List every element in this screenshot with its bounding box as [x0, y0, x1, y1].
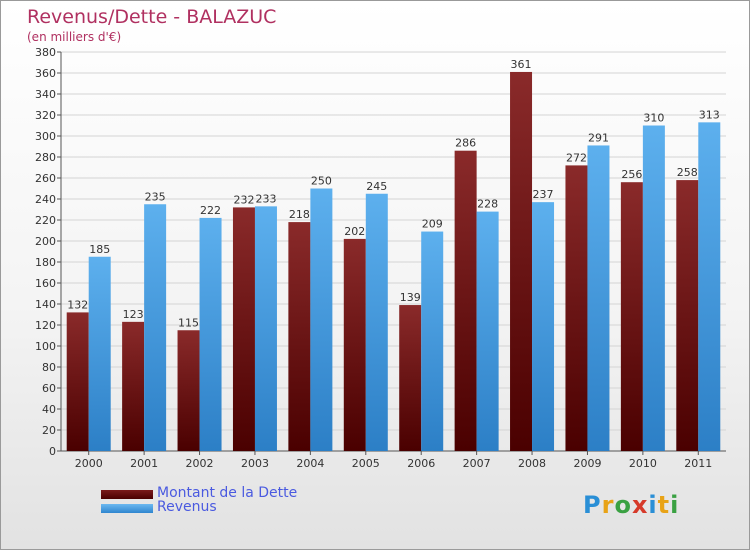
data-label-revenue: 222: [200, 204, 221, 217]
y-tick-label: 200: [35, 235, 56, 248]
data-label-debt: 256: [621, 168, 642, 181]
x-tick-label: 2004: [296, 457, 324, 470]
y-tick-label: 320: [35, 109, 56, 122]
bar-debt: [620, 182, 643, 451]
y-tick-label: 300: [35, 130, 56, 143]
bar-debt: [177, 330, 200, 451]
bar-debt: [288, 222, 311, 451]
y-tick-label: 120: [35, 319, 56, 332]
y-tick-label: 220: [35, 214, 56, 227]
bar-revenue: [642, 125, 665, 451]
x-tick-label: 2007: [463, 457, 491, 470]
data-label-revenue: 185: [89, 243, 110, 256]
data-label-revenue: 237: [533, 188, 554, 201]
x-tick-label: 2001: [130, 457, 158, 470]
data-label-debt: 139: [400, 291, 421, 304]
data-label-revenue: 310: [643, 112, 664, 125]
x-tick-label: 2010: [629, 457, 657, 470]
bar-revenue: [88, 256, 111, 451]
bar-debt: [454, 150, 477, 451]
data-label-debt: 258: [677, 166, 698, 179]
data-label-revenue: 250: [311, 175, 332, 188]
bar-revenue: [365, 193, 388, 451]
y-tick-label: 280: [35, 151, 56, 164]
data-label-revenue: 313: [699, 108, 720, 121]
x-tick-label: 2008: [518, 457, 546, 470]
data-label-debt: 361: [511, 58, 532, 71]
data-label-debt: 218: [289, 208, 310, 221]
x-tick-label: 2009: [573, 457, 601, 470]
y-tick-label: 0: [49, 445, 56, 458]
bar-revenue: [421, 231, 444, 451]
data-label-debt: 123: [123, 308, 144, 321]
y-tick-label: 40: [42, 403, 56, 416]
y-tick-label: 20: [42, 424, 56, 437]
y-tick-label: 380: [35, 46, 56, 59]
y-tick-label: 100: [35, 340, 56, 353]
y-tick-label: 140: [35, 298, 56, 311]
bar-debt: [510, 71, 533, 451]
bar-debt: [565, 165, 588, 451]
data-label-debt: 202: [344, 225, 365, 238]
proxiti-logo: Proxiti: [583, 491, 680, 519]
data-label-debt: 232: [233, 193, 254, 206]
y-tick-label: 60: [42, 382, 56, 395]
bar-debt: [676, 180, 699, 451]
data-label-revenue: 291: [588, 131, 609, 144]
bar-revenue: [144, 204, 167, 451]
y-tick-label: 180: [35, 256, 56, 269]
bar-revenue: [476, 211, 499, 451]
legend-swatch-debt: [101, 490, 153, 499]
data-label-debt: 132: [67, 298, 88, 311]
legend-swatch-revenue: [101, 504, 153, 513]
y-tick-label: 340: [35, 88, 56, 101]
bar-debt: [399, 305, 422, 451]
chart-title: Revenus/Dette - BALAZUC: [27, 6, 277, 28]
legend-label-revenue: Revenus: [157, 499, 217, 515]
x-tick-label: 2000: [75, 457, 103, 470]
data-label-revenue: 233: [255, 192, 276, 205]
x-tick-label: 2006: [407, 457, 435, 470]
bar-debt: [232, 207, 255, 451]
data-label-revenue: 245: [366, 180, 387, 193]
y-tick-label: 260: [35, 172, 56, 185]
bar-debt: [343, 238, 366, 451]
x-tick-label: 2002: [186, 457, 214, 470]
bar-revenue: [199, 217, 222, 451]
bar-revenue: [698, 122, 721, 451]
y-tick-label: 360: [35, 67, 56, 80]
data-label-debt: 115: [178, 316, 199, 329]
bar-revenue: [310, 188, 333, 451]
data-label-revenue: 228: [477, 198, 498, 211]
legend-label-debt: Montant de la Dette: [157, 485, 298, 501]
data-label-debt: 286: [455, 137, 476, 150]
data-label-revenue: 209: [422, 218, 443, 231]
chart-subtitle: (en milliers d'€): [27, 30, 122, 44]
data-label-revenue: 235: [145, 190, 166, 203]
x-tick-label: 2003: [241, 457, 269, 470]
bar-revenue: [587, 145, 610, 451]
x-tick-label: 2005: [352, 457, 380, 470]
y-tick-label: 160: [35, 277, 56, 290]
y-tick-label: 240: [35, 193, 56, 206]
bar-revenue: [532, 202, 555, 451]
x-tick-label: 2011: [684, 457, 712, 470]
y-tick-label: 80: [42, 361, 56, 374]
bar-debt: [122, 321, 145, 451]
bar-revenue: [254, 206, 277, 451]
bar-debt: [66, 312, 89, 451]
data-label-debt: 272: [566, 151, 587, 164]
